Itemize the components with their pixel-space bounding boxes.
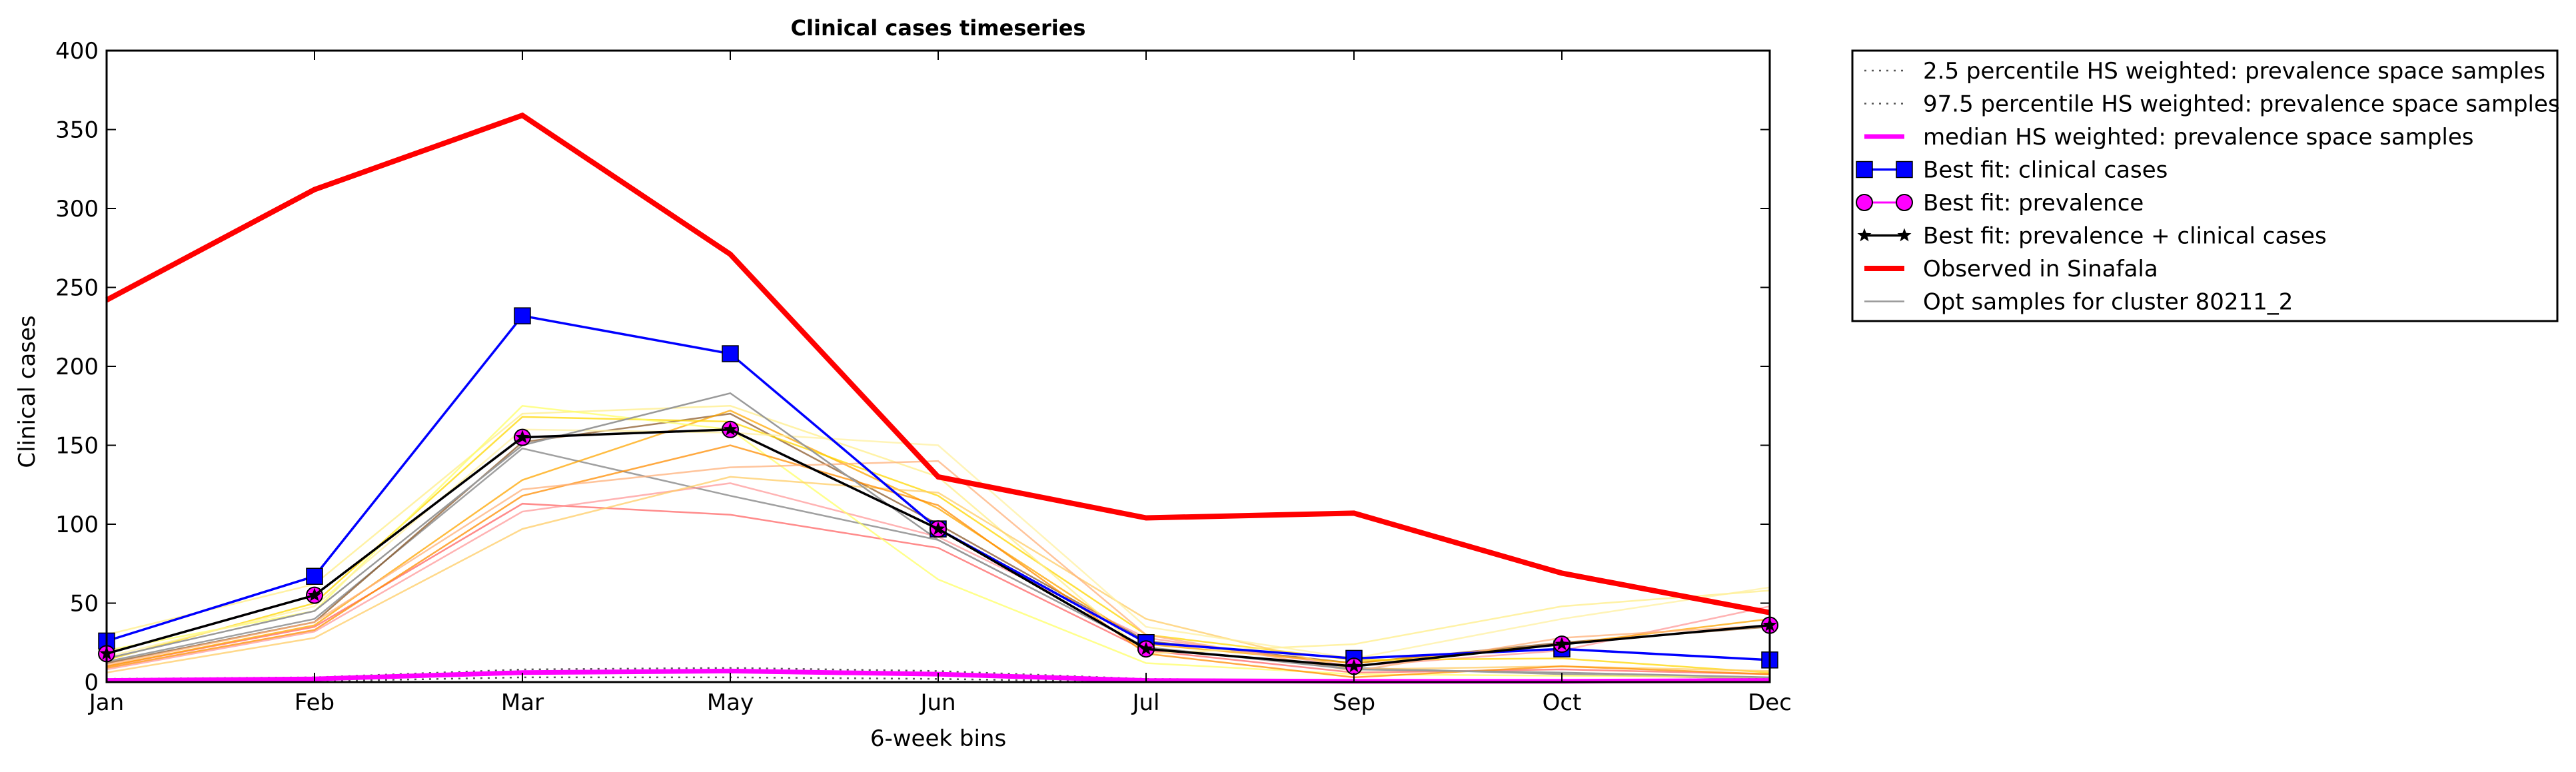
best-fit-clinical-marker bbox=[514, 307, 531, 324]
best-fit-clinical-marker bbox=[722, 345, 739, 362]
y-tick-label: 350 bbox=[55, 117, 99, 144]
y-tick-label: 200 bbox=[55, 354, 99, 380]
sample-line bbox=[106, 476, 1770, 674]
best-fit-combined-marker bbox=[1347, 659, 1361, 673]
sample-line bbox=[106, 416, 1770, 674]
observed-line bbox=[105, 112, 1770, 615]
legend: 2.5 percentile HS weighted: prevalence s… bbox=[1851, 49, 2560, 322]
legend-square-marker bbox=[1856, 161, 1873, 179]
sample-line bbox=[106, 460, 1770, 672]
legend-box bbox=[1851, 49, 2559, 322]
y-tick-label: 50 bbox=[70, 591, 99, 617]
y-axis-title: Clinical cases bbox=[14, 315, 41, 468]
plot-frame bbox=[105, 49, 1771, 683]
y-tick-label: 400 bbox=[55, 38, 99, 65]
sample-line bbox=[106, 428, 1770, 659]
legend-item: Observed in Sinafala bbox=[1864, 256, 2158, 282]
best-fit-combined-marker bbox=[515, 430, 530, 444]
legend-item: Best fit: prevalence + clinical cases bbox=[1857, 223, 2327, 250]
y-tick-label: 100 bbox=[55, 512, 99, 538]
y-tick-label: 250 bbox=[55, 275, 99, 302]
x-tick-label: Oct bbox=[1543, 689, 1582, 716]
axis-ticks: 0 50 100 150 200 250 300 350 400 Jan Feb Mar May Jun J… bbox=[55, 38, 1792, 716]
y-tick-label: 150 bbox=[55, 433, 99, 460]
legend-item: 2.5 percentile HS weighted: prevalence s… bbox=[1864, 58, 2545, 85]
legend-label: median HS weighted: prevalence space sam… bbox=[1923, 124, 2474, 151]
legend-circle-marker bbox=[1896, 194, 1913, 211]
sample-line-legend-series bbox=[106, 392, 1770, 679]
x-tick-label: Jul bbox=[1131, 689, 1159, 716]
x-tick-label: Dec bbox=[1748, 689, 1792, 716]
legend-label: Observed in Sinafala bbox=[1923, 256, 2158, 282]
x-tick-label: Jun bbox=[919, 689, 956, 716]
legend-label: Best fit: prevalence bbox=[1923, 190, 2144, 216]
legend-item: Best fit: prevalence bbox=[1856, 190, 2144, 216]
plot-area bbox=[98, 112, 1778, 684]
legend-item: Opt samples for cluster 80211_2 bbox=[1864, 289, 2293, 316]
chart-title: Clinical cases timeseries bbox=[791, 15, 1086, 41]
y-tick-label: 300 bbox=[55, 196, 99, 222]
best-fit-combined-marker bbox=[1555, 637, 1569, 650]
best-fit-combined-marker bbox=[723, 422, 738, 436]
sample-line bbox=[106, 482, 1770, 671]
sample-line bbox=[106, 444, 1770, 679]
best-fit-combined-marker bbox=[1139, 641, 1153, 655]
x-tick-label: May bbox=[707, 689, 754, 716]
legend-square-marker bbox=[1896, 161, 1913, 179]
best-fit-combined-marker bbox=[307, 587, 322, 601]
x-tick-label: Mar bbox=[501, 689, 544, 716]
y-tick-label: 0 bbox=[84, 669, 99, 696]
legend-item: 97.5 percentile HS weighted: prevalence … bbox=[1864, 91, 2560, 118]
legend-star-marker bbox=[1857, 228, 1872, 242]
legend-circle-marker bbox=[1856, 194, 1873, 211]
legend-label: Best fit: prevalence + clinical cases bbox=[1923, 223, 2327, 250]
legend-label: 97.5 percentile HS weighted: prevalence … bbox=[1923, 91, 2560, 118]
legend-item: median HS weighted: prevalence space sam… bbox=[1864, 124, 2474, 151]
sample-line bbox=[106, 404, 1770, 679]
x-tick-label: Jan bbox=[88, 689, 124, 716]
x-axis-title: 6-week bins bbox=[870, 725, 1006, 752]
legend-label: Opt samples for cluster 80211_2 bbox=[1923, 289, 2293, 316]
x-tick-label: Sep bbox=[1333, 689, 1375, 716]
legend-star-marker bbox=[1897, 228, 1912, 242]
sample-line bbox=[106, 412, 1770, 664]
legend-item: Best fit: clinical cases bbox=[1856, 157, 2168, 184]
x-tick-label: Feb bbox=[295, 689, 334, 716]
legend-label: 2.5 percentile HS weighted: prevalence s… bbox=[1923, 58, 2545, 85]
best-fit-clinical-marker bbox=[306, 568, 323, 585]
sample-line bbox=[106, 410, 1770, 667]
best-fit-combined-marker bbox=[931, 522, 946, 535]
legend-label: Best fit: clinical cases bbox=[1923, 157, 2168, 184]
